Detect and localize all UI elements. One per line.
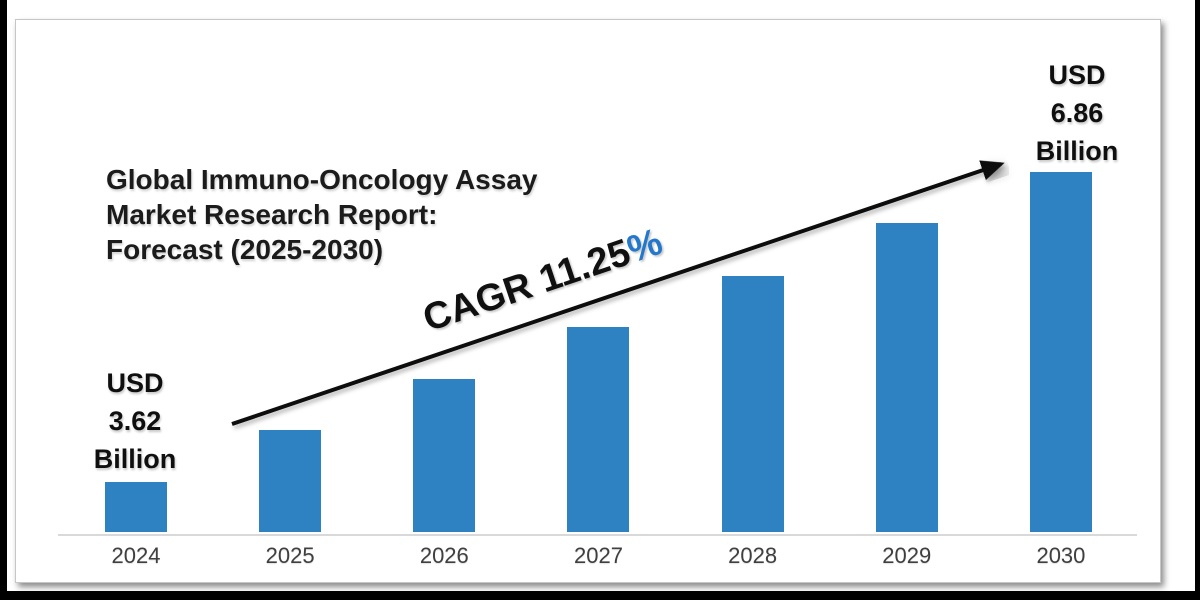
bar-2028 bbox=[721, 276, 784, 532]
bar-2025 bbox=[259, 430, 322, 532]
end-value-line: 6.86 bbox=[1050, 98, 1104, 128]
end-value-line: USD bbox=[1048, 60, 1106, 90]
start-value-line: 3.62 bbox=[108, 406, 162, 436]
x-axis-label-2028: 2028 bbox=[728, 543, 778, 568]
x-axis-label-2026: 2026 bbox=[419, 543, 469, 568]
x-axis-label-2024: 2024 bbox=[111, 543, 161, 568]
start-value-line: USD bbox=[106, 368, 164, 398]
start-value-label: USD 3.62 Billion bbox=[94, 364, 177, 478]
bars-row bbox=[105, 152, 1092, 532]
x-axis-label-2025: 2025 bbox=[265, 543, 315, 568]
bar-2024 bbox=[105, 482, 167, 532]
x-axis-line bbox=[58, 534, 1137, 536]
x-axis-label-2030: 2030 bbox=[1036, 543, 1086, 568]
bar-2030 bbox=[1029, 172, 1092, 532]
bar-2026 bbox=[413, 379, 476, 532]
x-axis-labels: 2024 2025 2026 2027 2028 2029 2030 bbox=[105, 543, 1092, 569]
page-background: Global Immuno-Oncology Assay Market Rese… bbox=[7, 0, 1195, 591]
start-value-line: Billion bbox=[93, 444, 177, 474]
chart-card: Global Immuno-Oncology Assay Market Rese… bbox=[15, 19, 1161, 583]
end-value-line: Billion bbox=[1035, 136, 1119, 166]
end-value-label: USD 6.86 Billion bbox=[1036, 56, 1119, 170]
bar-2029 bbox=[875, 223, 938, 532]
x-axis-label-2029: 2029 bbox=[882, 543, 932, 568]
x-axis-label-2027: 2027 bbox=[573, 543, 623, 568]
bar-2027 bbox=[567, 327, 630, 532]
